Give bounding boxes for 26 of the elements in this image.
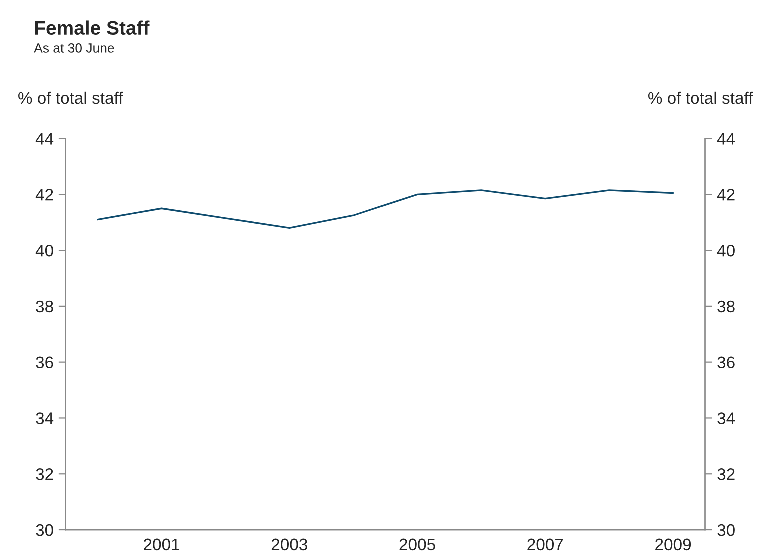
x-tick-label: 2001 [144, 538, 180, 551]
y2-tick-label: 40 [717, 244, 735, 257]
chart-subtitle: As at 30 June [34, 44, 114, 53]
y2-axis-title: % of total staff [648, 92, 754, 104]
x-tick-label: 2005 [400, 538, 436, 551]
y-tick-label: 32 [36, 468, 54, 480]
y2-tick-label: 30 [718, 524, 735, 536]
y-axis-title: % of total staff [18, 92, 124, 104]
y-tick-label: 38 [36, 300, 54, 313]
x-tick-label: 2009 [656, 538, 692, 551]
y2-tick-label: 38 [718, 300, 735, 313]
y2-tick-label: 32 [718, 468, 735, 480]
chart-title: Female Staff [35, 20, 150, 36]
y-tick-label: 30 [36, 524, 54, 536]
y-tick-label: 36 [36, 356, 54, 369]
y2-tick-label: 34 [718, 412, 736, 424]
y2-tick-label: 36 [718, 356, 735, 369]
y-tick-label: 34 [36, 412, 54, 424]
x-tick-label: 2003 [272, 538, 308, 551]
line-series [97, 190, 674, 230]
y-tick-label: 44 [36, 133, 54, 145]
y-tick-label: 42 [36, 189, 54, 201]
y-tick-label: 40 [36, 244, 54, 257]
x-tick-label: 2007 [528, 538, 564, 551]
y2-tick-label: 42 [717, 189, 735, 201]
y2-tick-label: 44 [717, 133, 736, 145]
